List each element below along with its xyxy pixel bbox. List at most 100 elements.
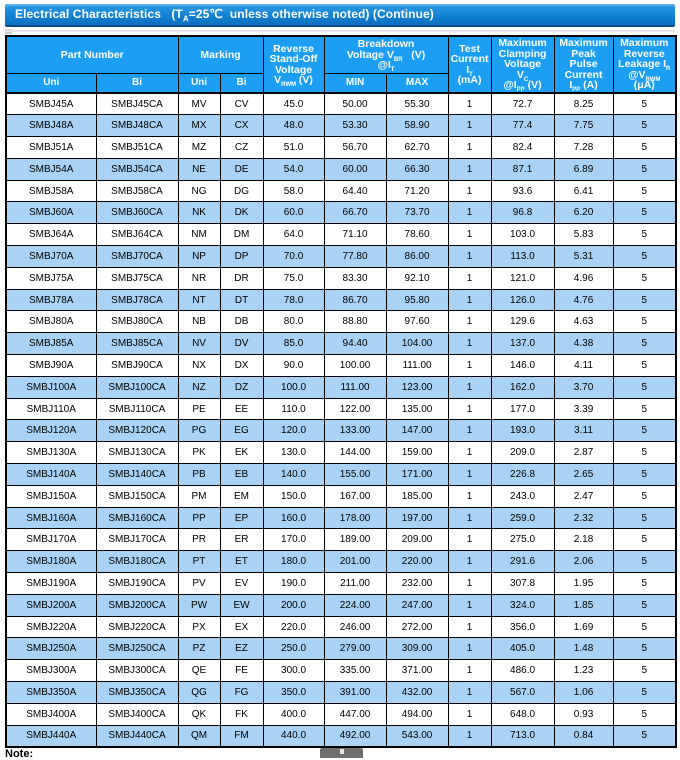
table-cell: 82.4 (490, 136, 555, 159)
table-cell: EM (219, 484, 264, 508)
table-cell: 5 (612, 615, 677, 639)
table-row: SMBJ85A SMBJ85CA NV DV 85.0 94.40 104.00 1 137.0… (5, 332, 677, 356)
table-cell: 150.0 (262, 484, 325, 508)
table-cell: 201.00 (323, 550, 387, 574)
table-row: SMBJ80A SMBJ80CA NB DB 80.0 88.80 97.60 1 129.6 4… (5, 310, 677, 334)
table-cell: DP (219, 245, 264, 268)
table-cell: 130.0 (262, 441, 325, 465)
table-cell: SMBJ170A (5, 528, 97, 552)
table-cell: 5.83 (553, 223, 614, 247)
table-cell: 54.0 (262, 157, 325, 181)
table-cell: 5 (612, 223, 677, 247)
table-cell: 55.30 (385, 92, 449, 116)
table-cell: 1 (447, 484, 492, 508)
table-cell: SMBJ64A (5, 223, 97, 247)
table-cell: 200.0 (262, 593, 325, 617)
table-cell: 53.30 (323, 114, 387, 138)
table-cell: 120.0 (262, 419, 325, 443)
table-cell: 45.0 (262, 92, 325, 116)
table-cell: 5 (612, 136, 677, 159)
table-cell: 135.00 (385, 397, 449, 421)
table-cell: SMBJ60A (5, 201, 97, 225)
table-cell: PB (177, 463, 221, 486)
table-cell: 1 (447, 681, 492, 704)
table-cell: 66.70 (323, 201, 387, 225)
table-cell: 95.80 (385, 288, 449, 312)
table-cell: SMBJ220A (5, 615, 97, 639)
table-cell: SMBJ130A (5, 441, 97, 465)
table-row: SMBJ60A SMBJ60CA NK DK 60.0 66.70 73.70 1 96.8 6.… (5, 201, 677, 225)
table-cell: NK (177, 201, 221, 225)
table-cell: 1 (447, 92, 492, 116)
table-cell: 1 (447, 266, 492, 290)
table-cell: 391.00 (323, 681, 387, 704)
col-header-reverse-standoff-voltage: Reverse Stand-Off Voltage VRWM (V) (262, 35, 325, 94)
table-cell: CV (219, 92, 264, 116)
table-cell: DG (219, 179, 264, 203)
table-cell: SMBJ70A (5, 245, 97, 268)
table-cell: 5 (612, 201, 677, 225)
table-cell: PW (177, 593, 221, 617)
table-cell: 159.00 (385, 441, 449, 465)
table-cell: QE (177, 659, 221, 683)
table-cell: 356.0 (490, 615, 555, 639)
table-cell: 272.00 (385, 615, 449, 639)
table-cell: SMBJ150CA (95, 484, 179, 508)
table-cell: 93.6 (490, 179, 555, 203)
table-cell: 1 (447, 659, 492, 683)
table-cell: 4.96 (553, 266, 614, 290)
table-cell: 160.0 (262, 506, 325, 530)
table-cell: SMBJ350CA (95, 681, 179, 704)
table-cell: 5 (612, 332, 677, 356)
table-cell: 75.0 (262, 266, 325, 290)
table-cell: 167.00 (323, 484, 387, 508)
table-cell: 300.0 (262, 659, 325, 683)
table-cell: FE (219, 659, 264, 683)
table-cell: 5 (612, 441, 677, 465)
table-cell: 1 (447, 441, 492, 465)
table-cell: 1 (447, 419, 492, 443)
horizontal-scrollbar-thumb[interactable] (320, 748, 363, 758)
table-cell: 209.00 (385, 528, 449, 552)
table-cell: SMBJ250CA (95, 637, 179, 661)
table-cell: DR (219, 266, 264, 290)
table-cell: SMBJ100A (5, 375, 97, 399)
table-cell: EW (219, 593, 264, 617)
table-cell: 259.0 (490, 506, 555, 530)
table-cell: 8.25 (553, 92, 614, 116)
table-cell: 78.0 (262, 288, 325, 312)
table-cell: SMBJ90CA (95, 354, 179, 377)
table-row: SMBJ130A SMBJ130CA PK EK 130.0 144.00 159.00 1 2… (5, 441, 677, 465)
table-cell: 111.00 (385, 354, 449, 377)
table-cell: EP (219, 506, 264, 530)
table-cell: DM (219, 223, 264, 247)
table-cell: 1.48 (553, 637, 614, 661)
table-cell: 5 (612, 266, 677, 290)
subcol-header-marking-bi: Bi (219, 72, 264, 94)
table-row: SMBJ190A SMBJ190CA PV EV 190.0 211.00 232.00 1 3… (5, 572, 677, 595)
table-cell: 155.00 (323, 463, 387, 486)
table-cell: 5 (612, 506, 677, 530)
table-cell: DE (219, 157, 264, 181)
table-cell: 211.00 (323, 572, 387, 595)
table-cell: 250.0 (262, 637, 325, 661)
table-cell: 5 (612, 157, 677, 181)
table-row: SMBJ440A SMBJ440CA QM FM 440.0 492.00 543.00 1 7… (5, 724, 677, 748)
table-cell: NG (177, 179, 221, 203)
table-cell: 178.00 (323, 506, 387, 530)
table-cell: 1 (447, 375, 492, 399)
table-cell: 1.95 (553, 572, 614, 595)
table-cell: SMBJ80CA (95, 310, 179, 334)
table-cell: PZ (177, 637, 221, 661)
table-cell: DZ (219, 375, 264, 399)
subcol-header-uni: Uni (5, 72, 97, 94)
col-header-part-number: Part Number (5, 35, 179, 74)
table-row: SMBJ180A SMBJ180CA PT ET 180.0 201.00 220.00 1 2… (5, 550, 677, 574)
table-cell: SMBJ48A (5, 114, 97, 138)
table-cell: FK (219, 702, 264, 726)
table-cell: ET (219, 550, 264, 574)
table-cell: 5 (612, 354, 677, 377)
col-header-breakdown-voltage: Breakdown Voltage VBR (V) @IT (323, 35, 449, 74)
table-cell: MX (177, 114, 221, 138)
table-row: SMBJ140A SMBJ140CA PB EB 140.0 155.00 171.00 1 2… (5, 463, 677, 486)
